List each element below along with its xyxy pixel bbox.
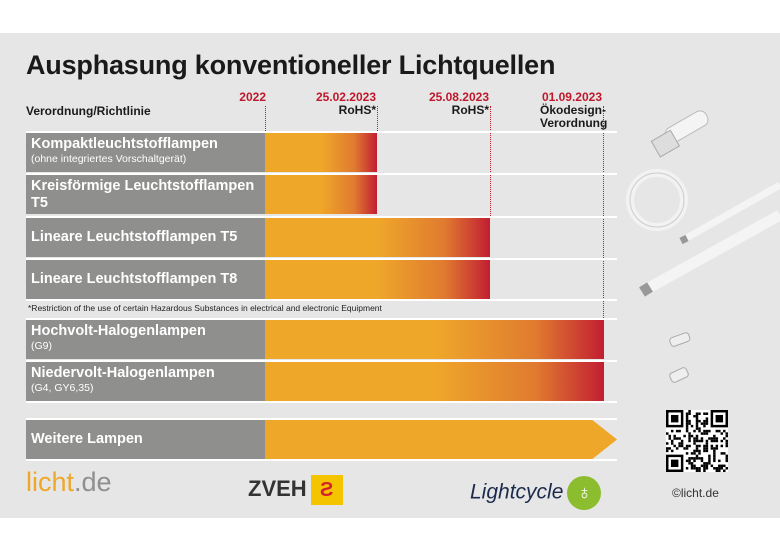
zveh-emblem-icon: Ƨ [310,475,343,505]
linear-t5-lamp-icon [679,181,780,245]
logo-text: Lightcycle [470,480,564,504]
milestone-aug-2023: 25.08.2023 RoHS* [403,91,489,117]
phaseout-bar [265,133,377,172]
row-detail: (ohne integriertes Vorschaltgerät) [31,153,187,165]
milestone-sep-2023: 01.09.2023 Ökodesign-Verordnung [510,90,608,130]
circular-lamp-icon [626,169,688,231]
milestone-date: 25.02.2023 [315,90,376,104]
row-name: Lineare Leuchtstofflampen T5 [31,229,238,245]
zveh-logo[interactable]: ZVEH Ƨ [248,475,343,505]
phaseout-bar [265,260,490,299]
phaseout-bar [265,175,377,214]
row-name: Kreisförmige Leuchtstofflampen T5 [31,178,255,211]
qr-code-icon[interactable] [666,410,728,472]
compact-lamp-icon [650,110,709,158]
g9-halogen-icon [669,332,691,347]
timeline-row: Kompaktleuchtstofflampen (ohne integriert… [26,131,617,172]
phaseout-bar [265,218,490,257]
timeline-row: Weitere Lampen [26,418,617,461]
milestone-date: 01.09.2023 [541,90,602,104]
column-header: Verordnung/Richtlinie [26,104,151,118]
timeline-row: Kreisförmige Leuchtstofflampen T5 [26,173,617,214]
ongoing-arrow-bar [265,420,617,459]
footnote: *Restriction of the use of certain Hazar… [28,303,382,313]
phaseout-bar [265,320,604,359]
copyright: ©licht.de [672,486,719,500]
row-detail: (G4, GY6,35) [31,382,94,394]
row-name: Weitere Lampen [31,431,143,447]
milestone-date: 2022 [239,90,266,104]
milestone-line [265,106,266,133]
milestone-line [603,106,604,320]
licht-de-logo[interactable]: licht.de [26,467,112,497]
milestone-label: Ökodesign-Verordnung [540,103,608,130]
milestone-line [490,106,491,218]
milestone-label: RoHS* [451,103,489,117]
lightcycle-logo[interactable]: Lightcycle ♁ [470,476,602,510]
lamp-illustrations [626,110,780,383]
g4-halogen-icon [669,367,689,383]
row-name: Kompaktleuchtstofflampen [31,136,218,152]
row-name: Lineare Leuchtstofflampen T8 [31,271,238,287]
logo-text: licht [26,467,75,497]
milestone-date: 25.08.2023 [428,90,489,104]
row-name: Niedervolt-Halogenlampen [31,365,215,381]
row-detail: (G9) [31,340,52,352]
milestone-line [377,106,378,133]
timeline-row: Niedervolt-Halogenlampen (G4, GY6,35) [26,360,617,403]
row-name: Hochvolt-Halogenlampen [31,323,206,339]
logo-text: ZVEH [248,475,307,501]
timeline-row: Hochvolt-Halogenlampen (G9) [26,318,617,359]
bulb-icon: ♁ [567,476,602,510]
milestone-2022: 2022 [222,91,266,104]
milestone-label: RoHS* [338,103,376,117]
milestone-feb-2023: 25.02.2023 RoHS* [290,91,376,117]
page-title: Ausphasung konventioneller Lichtquellen [26,50,556,80]
linear-t8-lamp-icon [639,210,780,297]
phaseout-bar [265,362,604,401]
timeline-row: Lineare Leuchtstofflampen T5 [26,216,617,257]
timeline-row: Lineare Leuchtstofflampen T8 [26,258,617,301]
logo-text: .de [74,467,112,497]
